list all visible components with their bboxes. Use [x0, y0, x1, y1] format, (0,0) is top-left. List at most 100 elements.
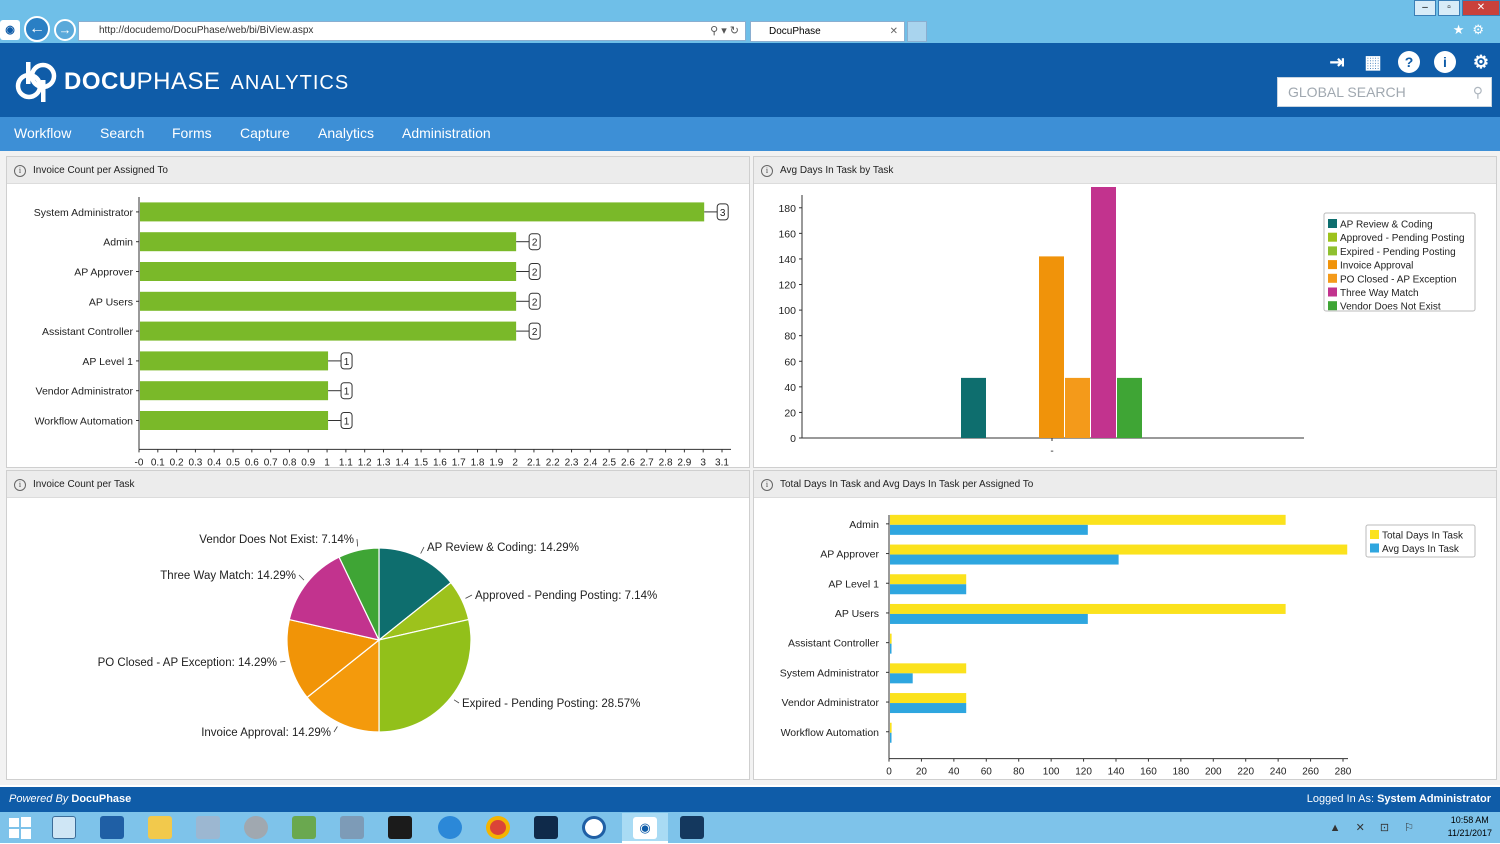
category-label: AP Users [89, 296, 133, 308]
x-tick-label: 2.1 [527, 457, 541, 467]
pie-leader [298, 574, 305, 581]
grid-icon[interactable]: ▦ [1364, 52, 1382, 72]
forward-button[interactable]: → [54, 19, 76, 41]
info-icon[interactable]: i [761, 479, 773, 491]
search-placeholder: GLOBAL SEARCH [1288, 84, 1406, 100]
data-label: 2 [532, 268, 538, 279]
help-icon[interactable]: ? [1398, 51, 1420, 73]
panel-title: Total Days In Task and Avg Days In Task … [780, 479, 1034, 490]
panel-invoice-count-task: i Invoice Count per Task AP Review & Cod… [6, 470, 750, 780]
pie-slice [378, 547, 452, 642]
tab-close-icon[interactable]: ✕ [889, 26, 898, 37]
panel-header: i Total Days In Task and Avg Days In Tas… [754, 471, 1496, 498]
x-tick-label: 2.2 [546, 457, 560, 467]
bar [890, 554, 1119, 565]
powershell-icon[interactable] [100, 816, 124, 839]
gear-icon[interactable]: ⚙ [1472, 52, 1490, 72]
sql-icon[interactable] [340, 816, 364, 839]
data-label: 3 [720, 208, 726, 219]
docuphase-analytics-icon[interactable] [680, 816, 704, 839]
category-label: AP Level 1 [82, 356, 133, 368]
pie-label: Three Way Match: 14.29% [160, 570, 296, 582]
file-explorer-icon[interactable] [148, 816, 172, 839]
info-icon[interactable]: i [14, 165, 26, 177]
browser-tab[interactable]: DocuPhase ✕ [750, 21, 905, 42]
nav-item-forms[interactable]: Forms [172, 125, 212, 141]
legend-swatch [1370, 543, 1379, 553]
server-manager-icon[interactable] [52, 816, 76, 839]
x-tick-label: 80 [1013, 767, 1025, 778]
chart-total-avg-days-assigned: Admin AP Approver AP Level 1 AP Users Assist… [780, 514, 1476, 778]
app-footer: Powered By DocuPhase Logged In As: Syste… [0, 787, 1500, 812]
x-tick-label: 240 [1270, 767, 1287, 778]
address-controls-icon[interactable]: ⚲ ▾ ↻ [710, 25, 739, 37]
bar [140, 202, 705, 222]
bar [890, 633, 892, 644]
active-task-docuphase[interactable]: ◉ [622, 813, 668, 843]
search-icon[interactable]: ⚲ [1472, 84, 1483, 100]
bar [890, 673, 913, 684]
system-tray-icons[interactable]: ▲ ✕ ⊡ ⚐ [1329, 822, 1420, 834]
nav-item-administration[interactable]: Administration [402, 125, 491, 141]
close-window-button[interactable]: ✕ [1462, 0, 1500, 16]
x-tick-label: - [1050, 446, 1053, 457]
data-label: 2 [532, 297, 538, 308]
legend-swatch [1328, 301, 1337, 311]
x-tick-label: 2.7 [640, 457, 654, 467]
nav-item-capture[interactable]: Capture [240, 125, 290, 141]
maximize-button[interactable]: ▫ [1438, 0, 1460, 16]
pie-leader [279, 660, 286, 663]
x-tick-label: 1.5 [414, 457, 428, 467]
address-bar[interactable]: http://docudemo/DocuPhase/web/bi/BiView.… [78, 21, 746, 41]
pie-leader [465, 594, 473, 599]
x-tick-label: 0.4 [207, 457, 221, 467]
x-tick-label: 1.7 [452, 457, 466, 467]
x-tick-label: 100 [1043, 767, 1060, 778]
category-label: Workflow Automation [781, 727, 880, 739]
internet-explorer-icon[interactable] [438, 816, 462, 839]
info-icon[interactable]: i [761, 165, 773, 177]
docuphase-p-icon[interactable] [582, 816, 606, 839]
pie-label: Approved - Pending Posting: 7.14% [475, 590, 657, 602]
nav-item-workflow[interactable]: Workflow [14, 125, 72, 141]
x-tick-label: 2.9 [677, 457, 691, 467]
app-icon[interactable] [534, 816, 558, 839]
windows-taskbar: ◉ ▲ ✕ ⊡ ⚐ 10:58 AM 11/21/2017 [0, 812, 1500, 843]
y-tick-label: 140 [778, 254, 796, 266]
logged-user: System Administrator [1377, 793, 1491, 805]
favorites-settings-icons[interactable]: ★⚙ [1452, 22, 1492, 37]
bar [140, 321, 517, 341]
logout-icon[interactable]: ⇥ [1329, 52, 1345, 72]
header-icons: ⇥ ▦ ? i ⚙ [1326, 51, 1492, 73]
legend-label: Approved - Pending Posting [1340, 233, 1465, 244]
global-search-input[interactable]: GLOBAL SEARCH ⚲ [1277, 77, 1492, 107]
data-label-box [528, 263, 541, 280]
legend-swatch [1328, 219, 1337, 228]
windows-start-icon[interactable] [8, 816, 32, 839]
nav-item-analytics[interactable]: Analytics [318, 125, 375, 141]
panel-avg-days-task: i Avg Days In Task by Task 0 20 40 60 80 100 1… [753, 156, 1497, 468]
performance-icon[interactable] [292, 816, 316, 839]
x-tick-label: 1.9 [489, 457, 503, 467]
info-icon[interactable]: i [1434, 51, 1456, 73]
new-tab-button[interactable] [907, 21, 927, 42]
x-tick-label: 1.1 [339, 457, 353, 467]
services-gear-icon[interactable] [244, 816, 268, 839]
x-tick-label: 0.2 [170, 457, 184, 467]
data-label: 1 [344, 357, 350, 368]
tools-icon[interactable] [196, 816, 220, 839]
legend-swatch [1328, 246, 1337, 256]
chrome-icon[interactable] [486, 816, 510, 839]
panel-total-avg-days-assigned: i Total Days In Task and Avg Days In Tas… [753, 470, 1497, 780]
x-tick-label: 0.5 [226, 457, 240, 467]
bar [890, 584, 967, 595]
minimize-button[interactable]: – [1414, 0, 1436, 16]
back-button[interactable]: ← [24, 16, 50, 42]
category-label: Vendor Administrator [782, 697, 880, 709]
powered-by: Powered By DocuPhase [9, 787, 131, 812]
cmd-icon[interactable] [388, 816, 412, 839]
x-tick-label: 0.9 [301, 457, 315, 467]
nav-item-search[interactable]: Search [100, 125, 145, 141]
info-icon[interactable]: i [14, 479, 26, 491]
clock[interactable]: 10:58 AM 11/21/2017 [1448, 814, 1492, 840]
